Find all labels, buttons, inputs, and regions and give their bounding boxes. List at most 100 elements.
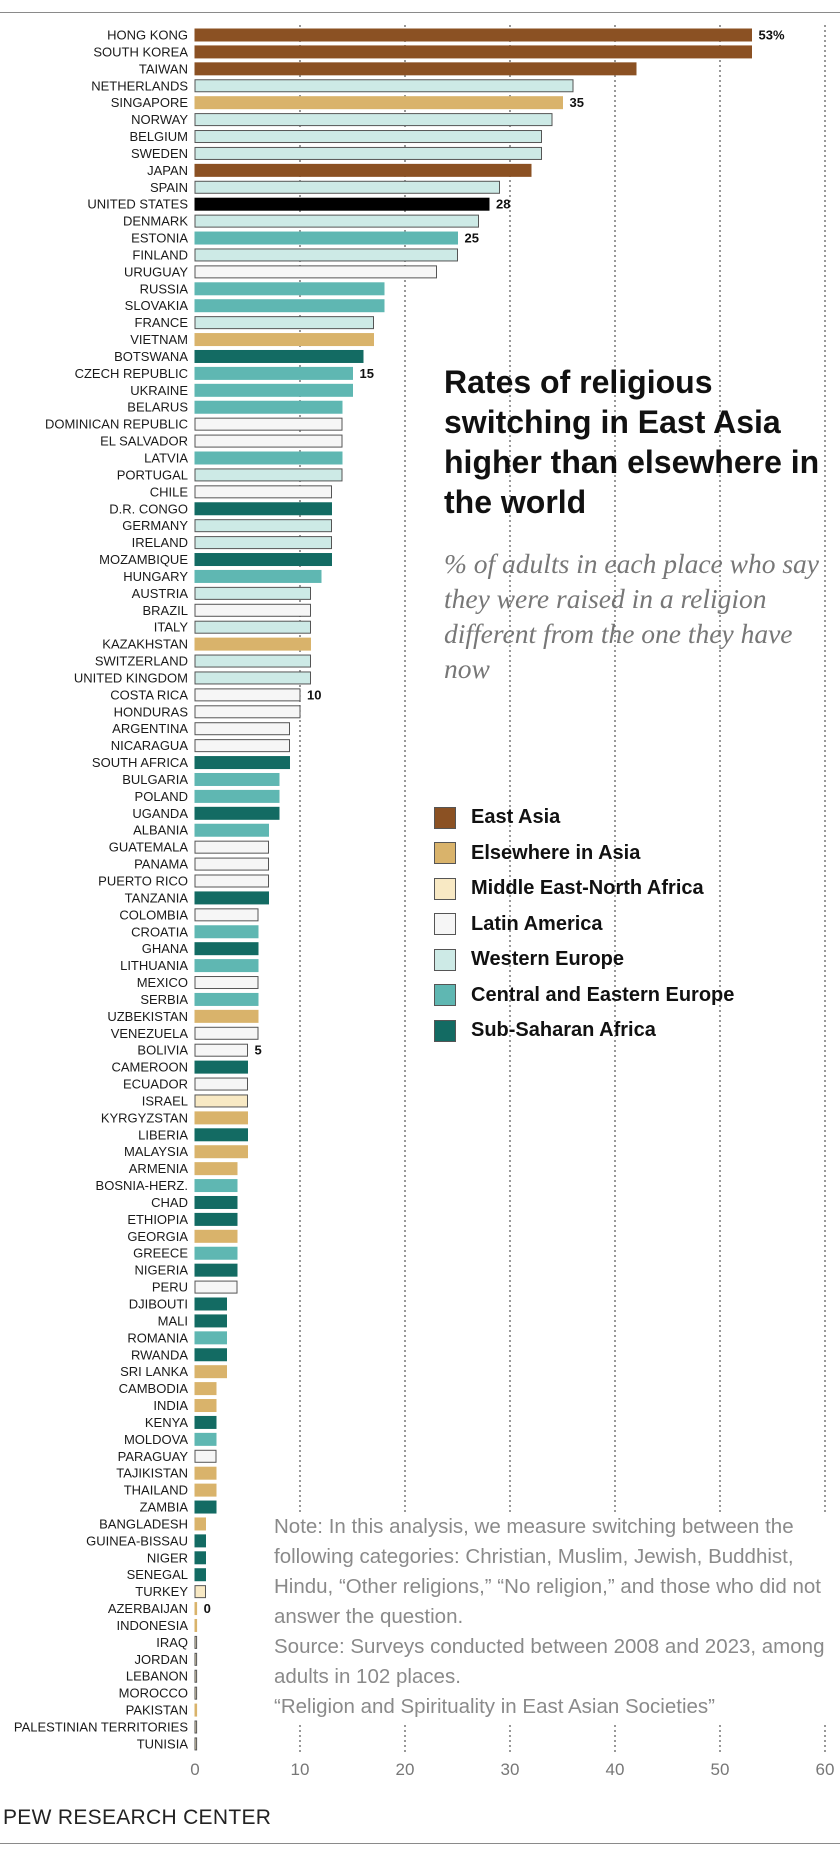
bar-switzerland [194,654,311,668]
x-tick-label: 50 [711,1760,730,1779]
category-label: VENEZUELA [111,1026,189,1041]
category-label: LITHUANIA [120,958,188,973]
category-label: GHANA [142,941,189,956]
legend-swatch [434,984,456,1007]
bar-chile [194,485,332,499]
category-label: UKRAINE [130,383,188,398]
legend-swatch [434,913,456,936]
bar-cambodia [194,1382,217,1396]
bar-turkey [194,1585,206,1599]
legend-item-western-europe: Western Europe [434,942,834,978]
bar-dominican-republic [194,417,343,431]
category-label: FINLAND [132,247,188,262]
data-labels: 53% 35 28 25 15 10 5 0 [204,28,785,1617]
bar-bulgaria [194,772,280,786]
chart-subtitle: % of adults in each place who say they w… [444,548,820,684]
category-label: DOMINICAN REPUBLIC [45,417,188,432]
bar-peru [194,1280,238,1294]
category-label: BULGARIA [122,772,188,787]
legend-item-central-eastern-europe: Central and Eastern Europe [434,978,834,1014]
category-label: ALBANIA [133,823,188,838]
category-label: UGANDA [132,806,188,821]
bar-albania [194,823,269,837]
category-label: ISRAEL [142,1093,188,1108]
bar-ethiopia [194,1212,238,1226]
bar-russia [194,282,385,296]
legend-label: Elsewhere in Asia [471,841,641,864]
category-label: FRANCE [135,315,189,330]
category-label: BOTSWANA [114,349,188,364]
category-label: D.R. CONGO [109,501,188,516]
bar-thailand [194,1483,217,1497]
category-label: BANGLADESH [99,1516,188,1531]
bar-hong-kong [194,28,752,42]
category-label: SWEDEN [131,146,188,161]
category-label: DJIBOUTI [129,1297,188,1312]
bar-israel [194,1094,248,1108]
bar-zambia [194,1500,217,1514]
x-tick-label: 60 [816,1760,835,1779]
category-label: MEXICO [137,975,188,990]
x-tick-label: 10 [291,1760,310,1779]
bar-el-salvador [194,434,343,448]
bar-poland [194,789,280,803]
bar-estonia [194,231,458,245]
category-label: INDIA [153,1398,188,1413]
category-label: HONDURAS [114,704,189,719]
category-label: MOZAMBIQUE [99,552,188,567]
category-label: TURKEY [135,1584,188,1599]
bar-jordan [194,1652,198,1666]
bar-cameroon [194,1060,248,1074]
legend-item-latin-america: Latin America [434,907,834,943]
data-label: 25 [465,231,479,246]
bar-ecuador [194,1077,248,1091]
category-label: ROMANIA [127,1330,188,1345]
bar-japan [194,163,532,177]
category-label: UZBEKISTAN [107,1009,188,1024]
category-label: BELARUS [127,400,188,415]
bar-iraq [194,1635,198,1649]
bar-greece [194,1246,238,1260]
chart-title: Rates of religious switching in East Asi… [444,364,820,520]
bar-argentina [194,722,290,736]
bar-mexico [194,976,259,990]
bar-senegal [194,1568,206,1582]
category-label: DENMARK [123,214,188,229]
category-label: BOSNIA-HERZ. [96,1178,188,1193]
bar-kyrgyzstan [194,1111,248,1125]
category-label: MOROCCO [119,1686,188,1701]
bar-ukraine [194,383,353,397]
category-label: EL SALVADOR [100,434,188,449]
category-label: AUSTRIA [132,586,189,601]
category-label: CAMEROON [111,1060,188,1075]
bar-kenya [194,1415,217,1429]
category-label: CHILE [150,484,189,499]
legend-label: Latin America [471,912,603,935]
category-label: LATVIA [144,451,188,466]
category-label: SWITZERLAND [95,654,188,669]
legend-swatch [434,806,456,829]
category-label: JORDAN [135,1652,188,1667]
category-label: HONG KONG [107,28,188,43]
category-label: JAPAN [147,163,188,178]
bar-united-states [194,197,490,211]
bar-bolivia [194,1043,248,1057]
category-label: NETHERLANDS [91,78,188,93]
category-label: CAMBODIA [119,1381,189,1396]
bar-nigeria [194,1263,238,1277]
footer-org: PEW RESEARCH CENTER [3,1806,272,1829]
category-label: TAJIKISTAN [116,1466,188,1481]
bar-kazakhstan [194,637,311,651]
category-label: IRAQ [156,1635,188,1650]
bar-djibouti [194,1297,227,1311]
gridlines [299,25,826,1754]
legend-label: Middle East-North Africa [471,877,704,900]
category-label: CHAD [151,1195,188,1210]
category-label: ARGENTINA [112,721,188,736]
bar-singapore [194,96,563,110]
category-label: ETHIOPIA [127,1212,188,1227]
bar-austria [194,586,311,600]
bar-south-korea [194,45,752,59]
bar-croatia [194,925,259,939]
category-label: GERMANY [122,518,188,533]
